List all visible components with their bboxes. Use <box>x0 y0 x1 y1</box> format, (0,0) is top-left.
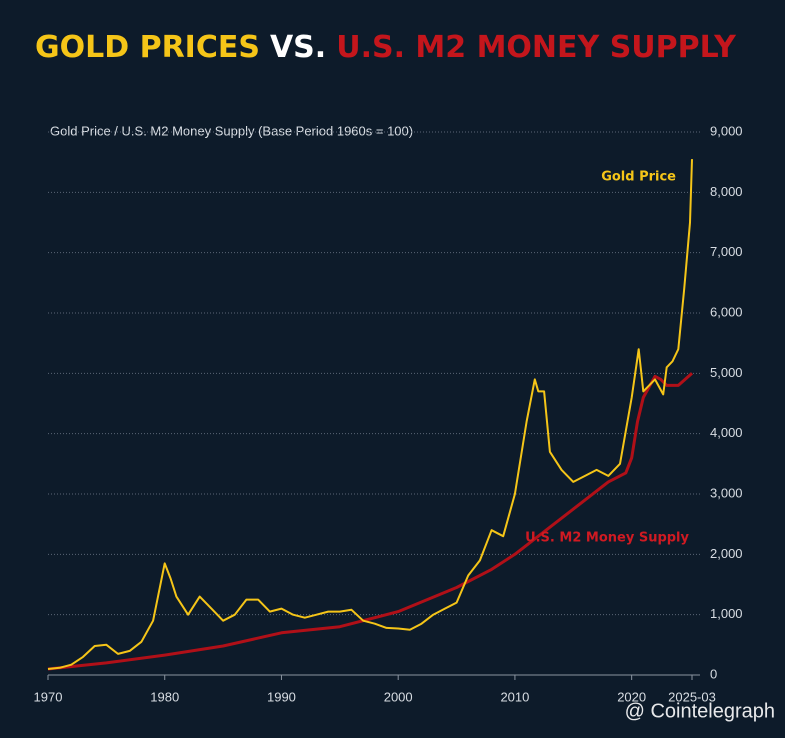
watermark: @ Cointelegraph <box>625 700 775 722</box>
y-tick-label: 4,000 <box>710 425 743 440</box>
title-part: U.S. M2 MONEY SUPPLY <box>336 30 737 65</box>
y-tick-label: 1,000 <box>710 606 743 621</box>
series-line <box>47 372 693 671</box>
y-tick-label: 6,000 <box>710 304 743 319</box>
legend-label: U.S. M2 Money Supply <box>525 531 689 546</box>
title-part: VS. <box>270 30 326 65</box>
x-tick-label: 1980 <box>150 689 179 704</box>
title-part: GOLD PRICES <box>35 30 260 65</box>
y-tick-label: 7,000 <box>710 244 743 259</box>
x-tick-label: 2020 <box>617 689 646 704</box>
x-tick-label: 2025-03 <box>668 689 716 704</box>
x-tick-label: 2010 <box>500 689 529 704</box>
y-tick-label: 0 <box>710 666 717 681</box>
series-line <box>47 159 693 670</box>
y-tick-label: 2,000 <box>710 546 743 561</box>
x-tick-label: 2000 <box>384 689 413 704</box>
y-tick-label: 9,000 <box>710 123 743 138</box>
x-tick-label: 1990 <box>267 689 296 704</box>
y-tick-label: 3,000 <box>710 485 743 500</box>
chart-title: GOLD PRICES VS. U.S. M2 MONEY SUPPLY <box>35 30 737 65</box>
x-tick-label: 1970 <box>34 689 63 704</box>
y-tick-label: 5,000 <box>710 365 743 380</box>
legend-label: Gold Price <box>601 170 676 185</box>
y-tick-label: 8,000 <box>710 184 743 199</box>
y-axis-label: Gold Price / U.S. M2 Money Supply (Base … <box>50 123 413 138</box>
